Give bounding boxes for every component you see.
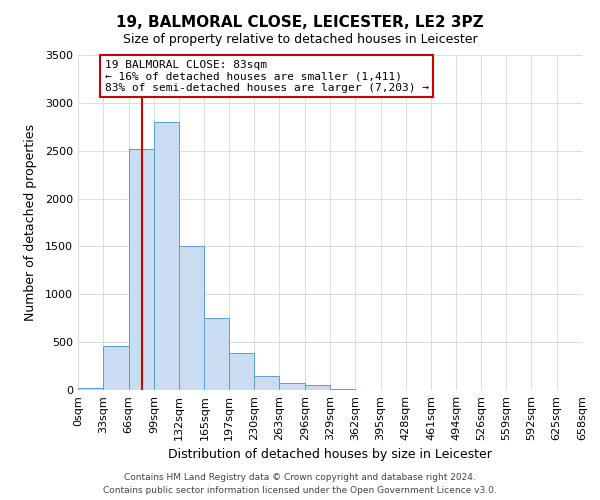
Bar — [154, 122, 179, 390]
Bar — [179, 246, 205, 390]
Bar — [254, 376, 280, 390]
Bar — [128, 149, 154, 390]
Text: Size of property relative to detached houses in Leicester: Size of property relative to detached ho… — [122, 32, 478, 46]
Bar — [229, 352, 254, 390]
Text: 19, BALMORAL CLOSE, LEICESTER, LE2 3PZ: 19, BALMORAL CLOSE, LEICESTER, LE2 3PZ — [116, 15, 484, 30]
Bar — [205, 318, 229, 390]
Bar — [305, 385, 330, 390]
X-axis label: Distribution of detached houses by size in Leicester: Distribution of detached houses by size … — [168, 448, 492, 462]
Bar — [103, 346, 128, 390]
Bar — [330, 389, 355, 390]
Bar — [280, 383, 305, 390]
Text: Contains HM Land Registry data © Crown copyright and database right 2024.
Contai: Contains HM Land Registry data © Crown c… — [103, 473, 497, 495]
Y-axis label: Number of detached properties: Number of detached properties — [23, 124, 37, 321]
Bar — [78, 388, 103, 390]
Text: 19 BALMORAL CLOSE: 83sqm
← 16% of detached houses are smaller (1,411)
83% of sem: 19 BALMORAL CLOSE: 83sqm ← 16% of detach… — [105, 60, 429, 93]
